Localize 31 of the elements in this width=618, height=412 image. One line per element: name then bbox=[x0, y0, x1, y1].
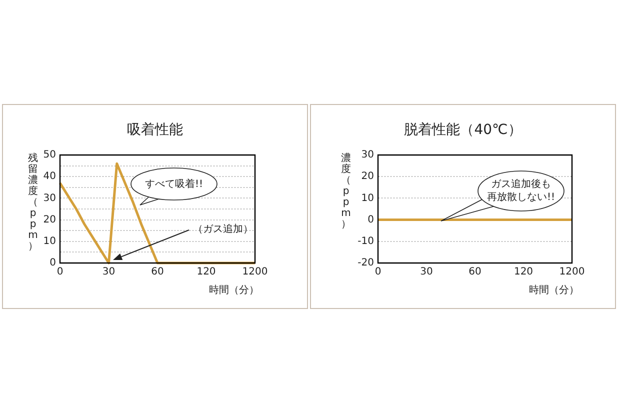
y-tick-label: 10 bbox=[361, 192, 374, 204]
annotation: （ガス追加） bbox=[193, 223, 253, 236]
y-tick-label: -10 bbox=[358, 236, 374, 247]
y-tick-label: 50 bbox=[43, 150, 56, 161]
y-tick-label: 10 bbox=[43, 236, 56, 247]
y-tick-label: 0 bbox=[368, 214, 374, 226]
x-tick-label: 30 bbox=[420, 266, 433, 278]
x-tick-label: 0 bbox=[374, 266, 382, 278]
x-tick-label: 30 bbox=[102, 266, 116, 278]
y-tick-label: 20 bbox=[43, 214, 56, 226]
x-tick-label: 1200 bbox=[242, 266, 268, 278]
x-tick-label: 0 bbox=[56, 266, 64, 278]
y-tick-label: 30 bbox=[361, 150, 374, 161]
x-tick-label: 1200 bbox=[559, 266, 585, 278]
x-axis-title: 時間（分） bbox=[529, 284, 579, 297]
chart-title: 脱着性能（40℃） bbox=[403, 121, 523, 139]
x-tick-label: 120 bbox=[514, 266, 534, 278]
y-tick-label: -20 bbox=[358, 258, 374, 269]
y-tick-label: 40 bbox=[43, 171, 56, 182]
annotation: ガス追加後も再放散しない!! bbox=[486, 178, 556, 204]
y-tick-label: 30 bbox=[43, 192, 56, 204]
y-axis-title: 濃度（ppm） bbox=[340, 153, 352, 230]
x-tick-label: 120 bbox=[196, 266, 216, 278]
chart-title: 吸着性能 bbox=[126, 121, 184, 139]
text: 残留濃度（ppm） bbox=[28, 153, 38, 252]
y-tick-label: 0 bbox=[50, 258, 56, 269]
y-tick-label: 20 bbox=[361, 171, 374, 182]
annotation: すべて吸着!! bbox=[144, 178, 204, 190]
x-tick-label: 60 bbox=[151, 266, 164, 278]
x-axis-title: 時間（分） bbox=[209, 284, 259, 297]
x-tick-label: 60 bbox=[468, 266, 482, 278]
